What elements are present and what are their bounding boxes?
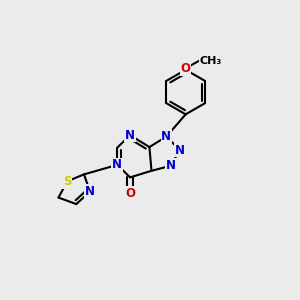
Text: S: S (63, 175, 72, 188)
Text: N: N (85, 185, 95, 198)
Text: N: N (125, 129, 135, 142)
Text: CH₃: CH₃ (199, 56, 221, 66)
Text: N: N (175, 143, 185, 157)
Text: N: N (166, 159, 176, 172)
Text: N: N (161, 130, 171, 143)
Text: N: N (112, 158, 122, 171)
Text: O: O (125, 187, 135, 200)
Text: O: O (181, 62, 191, 75)
